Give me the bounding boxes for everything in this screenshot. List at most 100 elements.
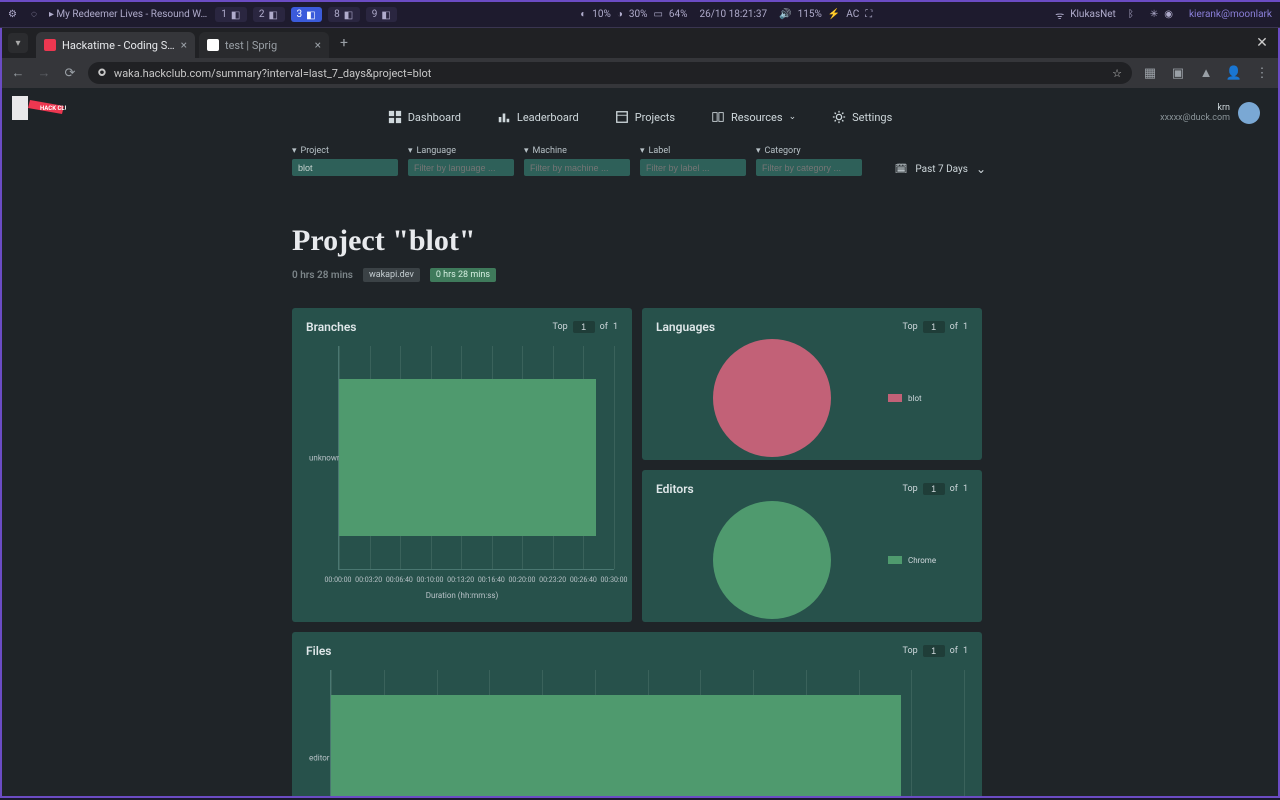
date-range-picker[interactable]: 🗓 Past 7 Days ⌄	[895, 162, 988, 176]
filter-input[interactable]	[292, 159, 398, 176]
nav-resources[interactable]: Resources ⌄	[711, 110, 796, 124]
y-category-label: unknown	[309, 453, 341, 462]
filter-project: ▾Project	[292, 146, 398, 176]
top-n-input[interactable]	[923, 483, 945, 495]
x-tick-label: 00:13:20	[447, 576, 474, 584]
address-bar[interactable]: 🞉 waka.hackclub.com/summary?interval=las…	[88, 62, 1132, 84]
tray-icon-2[interactable]: ◉	[1164, 9, 1173, 20]
filter-icon: ▾	[292, 146, 297, 156]
browser-window: ▾ Hackatime - Coding S…×test | Sprig× + …	[0, 28, 1280, 798]
workspace-9[interactable]: 9 ◧	[366, 7, 398, 22]
power-icon: ⚡	[828, 9, 840, 20]
favicon	[44, 39, 56, 51]
resources-icon	[711, 110, 725, 124]
badge-time: 0 hrs 28 mins	[430, 268, 496, 282]
of-total: 1	[963, 484, 968, 494]
nav-projects[interactable]: Projects	[615, 110, 675, 124]
filter-language: ▾Language	[408, 146, 514, 176]
top-n-input[interactable]	[923, 321, 945, 333]
disk-icon: ▭	[653, 9, 662, 20]
sys-stats: ◐10% ◑30% ▭64% 26/10 18:21:37 🔊115% ⚡AC …	[580, 9, 872, 20]
tray-icon[interactable]: ✳	[1150, 9, 1158, 20]
workspace-8[interactable]: 8 ◧	[328, 7, 360, 22]
datetime: 26/10 18:21:37	[700, 9, 768, 20]
workspace-2[interactable]: 2 ◧	[253, 7, 285, 22]
of-label: of	[600, 322, 608, 332]
filter-input[interactable]	[756, 159, 862, 176]
nav-settings[interactable]: Settings	[832, 110, 892, 124]
x-tick-label: 00:30:00	[601, 576, 628, 584]
browser-tab[interactable]: Hackatime - Coding S…×	[36, 32, 195, 58]
mem-icon: ◑	[617, 9, 623, 20]
nav-dashboard[interactable]: Dashboard	[388, 110, 461, 124]
browser-tab[interactable]: test | Sprig ×	[199, 32, 329, 58]
bookmark-star-icon[interactable]: ☆	[1112, 67, 1122, 80]
top-n-control[interactable]: Top of 1	[903, 321, 968, 333]
bluetooth-icon[interactable]: ᛒ	[1128, 9, 1134, 20]
badge-source: wakapi.dev	[363, 268, 420, 282]
mem-value: 30%	[629, 9, 648, 20]
user-menu[interactable]: krn xxxxx@duck.com	[1160, 102, 1260, 124]
top-label: Top	[553, 322, 568, 332]
branches-chart: unknown 00:00:0000:03:2000:06:4000:10:00…	[306, 342, 618, 600]
leaderboard-icon	[497, 110, 511, 124]
top-n-control[interactable]: Top of 1	[553, 321, 618, 333]
site-info-icon[interactable]: 🞉	[98, 68, 106, 79]
close-tab-icon[interactable]: ×	[181, 38, 187, 52]
x-tick-label: 00:26:40	[570, 576, 597, 584]
profile-icon[interactable]: 👤	[1226, 65, 1242, 81]
url-text: waka.hackclub.com/summary?interval=last_…	[114, 67, 432, 80]
expand-icon[interactable]: ⛶	[865, 9, 872, 20]
top-label: Top	[903, 322, 918, 332]
workspace-switcher[interactable]: 1 ◧ 2 ◧ 3 ◧ 8 ◧ 9 ◧	[215, 7, 397, 22]
ext2-icon[interactable]: ▲	[1198, 65, 1214, 81]
top-n-control[interactable]: Top of 1	[903, 483, 968, 495]
nav-leaderboard[interactable]: Leaderboard	[497, 110, 579, 124]
top-n-input[interactable]	[923, 645, 945, 657]
card-title: Branches	[306, 320, 356, 334]
x-tick-label: 00:03:20	[355, 576, 382, 584]
top-nav: Dashboard Leaderboard Projects Resources…	[2, 88, 1278, 136]
projects-icon	[615, 110, 629, 124]
x-axis-title: Duration (hh:mm:ss)	[306, 591, 618, 600]
user-email: xxxxx@duck.com	[1160, 113, 1230, 123]
new-tab-button[interactable]: +	[333, 32, 355, 54]
of-total: 1	[613, 322, 618, 332]
tab-title: test | Sprig	[225, 39, 309, 52]
gear-icon	[832, 110, 846, 124]
files-card: Files Top of 1 editor	[292, 632, 982, 796]
branch-bar	[339, 379, 596, 535]
nav-label: Resources	[731, 111, 783, 124]
window-close-button[interactable]: ✕	[1252, 33, 1272, 53]
workspace-1[interactable]: 1 ◧	[215, 7, 247, 22]
reload-button[interactable]: ⟳	[62, 65, 78, 81]
forward-button[interactable]: →	[36, 65, 52, 81]
nav-label: Settings	[852, 111, 892, 124]
window-menu-button[interactable]: ▾	[8, 33, 28, 53]
filter-label-text: Category	[765, 146, 801, 156]
of-label: of	[950, 484, 958, 494]
filter-input[interactable]	[640, 159, 746, 176]
nav-label: Leaderboard	[517, 111, 579, 124]
chevron-down-icon: ⌄	[976, 162, 986, 176]
settings-icon[interactable]: ⚙	[8, 9, 17, 20]
filter-input[interactable]	[408, 159, 514, 176]
top-n-control[interactable]: Top of 1	[903, 645, 968, 657]
hackclub-logo[interactable]: HACK CLUB	[10, 94, 66, 124]
extensions-icon[interactable]: ▦	[1142, 65, 1158, 81]
top-n-input[interactable]	[573, 321, 595, 333]
filter-input[interactable]	[524, 159, 630, 176]
back-button[interactable]: ←	[10, 65, 26, 81]
workspace-3[interactable]: 3 ◧	[291, 7, 323, 22]
filter-machine: ▾Machine	[524, 146, 630, 176]
close-tab-icon[interactable]: ×	[315, 38, 321, 52]
legend-swatch	[888, 394, 902, 402]
filter-label: ▾Label	[640, 146, 746, 176]
globe-icon[interactable]: ◌	[31, 9, 37, 20]
cast-icon[interactable]: ▣	[1170, 65, 1186, 81]
power-value: AC	[846, 9, 859, 20]
total-time: 0 hrs 28 mins	[292, 270, 353, 281]
filter-icon: ▾	[408, 146, 413, 156]
editors-legend: Chrome	[888, 556, 968, 565]
browser-menu-icon[interactable]: ⋮	[1254, 65, 1270, 81]
